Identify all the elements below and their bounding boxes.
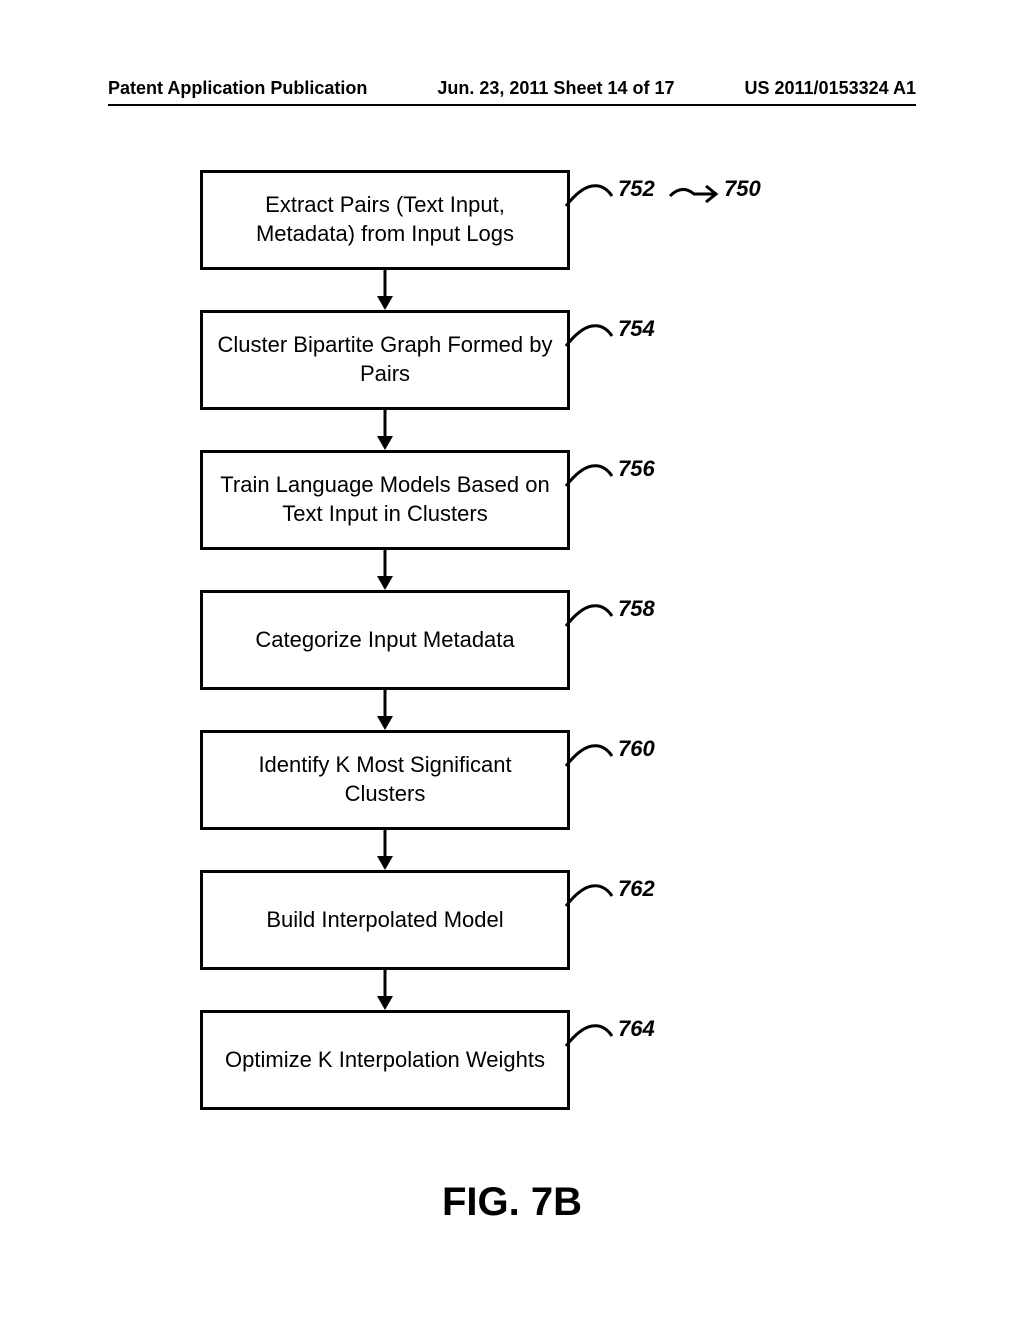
arrow-4 [0,830,1024,870]
step-764-text: Optimize K Interpolation Weights [225,1046,545,1075]
figure-label: FIG. 7B [0,1180,1024,1225]
leader-756 [562,462,616,490]
step-752-text: Extract Pairs (Text Input, Metadata) fro… [217,191,553,248]
step-752-box: Extract Pairs (Text Input, Metadata) fro… [200,170,570,270]
page: Patent Application Publication Jun. 23, … [0,0,1024,1320]
ref-758: 758 [618,596,655,622]
step-758-box: Categorize Input Metadata [200,590,570,690]
step-762-box: Build Interpolated Model [200,870,570,970]
ref-754: 754 [618,316,655,342]
arrow-3-icon [376,690,394,730]
leader-754 [562,322,616,350]
step-758-row: Categorize Input Metadata 758 [0,590,1024,690]
step-764-box: Optimize K Interpolation Weights [200,1010,570,1110]
header-rule [108,104,916,106]
arrow-5 [0,970,1024,1010]
step-760-row: Identify K Most Significant Clusters 760 [0,730,1024,830]
step-756-box: Train Language Models Based on Text Inpu… [200,450,570,550]
step-762-text: Build Interpolated Model [266,906,503,935]
ref-756: 756 [618,456,655,482]
step-758-text: Categorize Input Metadata [255,626,514,655]
step-754-box: Cluster Bipartite Graph Formed by Pairs [200,310,570,410]
leader-764 [562,1022,616,1050]
step-754-row: Cluster Bipartite Graph Formed by Pairs … [0,310,1024,410]
arrow-2-icon [376,550,394,590]
arrow-1-icon [376,410,394,450]
arrow-0-icon [376,270,394,310]
page-header: Patent Application Publication Jun. 23, … [108,78,916,99]
leader-758 [562,602,616,630]
ref-750: 750 [724,176,761,202]
step-754-text: Cluster Bipartite Graph Formed by Pairs [217,331,553,388]
arrow-1 [0,410,1024,450]
step-756-row: Train Language Models Based on Text Inpu… [0,450,1024,550]
step-762-row: Build Interpolated Model 762 [0,870,1024,970]
header-right: US 2011/0153324 A1 [745,78,916,99]
ref-762: 762 [618,876,655,902]
step-752-row: Extract Pairs (Text Input, Metadata) fro… [0,170,1024,270]
ref-760: 760 [618,736,655,762]
arrow-2 [0,550,1024,590]
step-756-text: Train Language Models Based on Text Inpu… [217,471,553,528]
step-760-text: Identify K Most Significant Clusters [217,751,553,808]
header-center: Jun. 23, 2011 Sheet 14 of 17 [437,78,674,99]
flowchart: Extract Pairs (Text Input, Metadata) fro… [0,170,1024,1110]
header-left: Patent Application Publication [108,78,367,99]
arrow-0 [0,270,1024,310]
arrow-4-icon [376,830,394,870]
leader-752 [562,182,616,210]
ref-764: 764 [618,1016,655,1042]
step-764-row: Optimize K Interpolation Weights 764 [0,1010,1024,1110]
leader-760 [562,742,616,770]
arrow-5-icon [376,970,394,1010]
leader-762 [562,882,616,910]
step-760-box: Identify K Most Significant Clusters [200,730,570,830]
leader-750 [668,182,722,210]
arrow-3 [0,690,1024,730]
ref-752: 752 [618,176,655,202]
